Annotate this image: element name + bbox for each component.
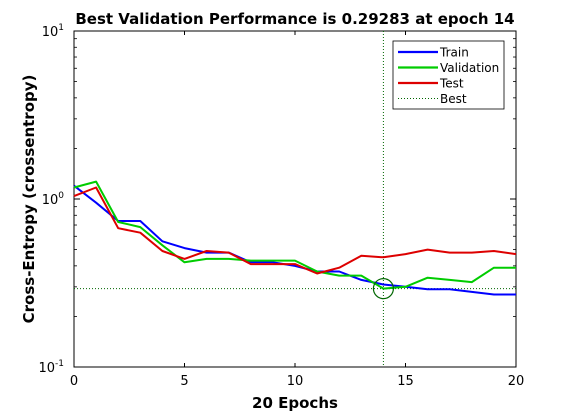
- x-tick-label: 0: [70, 374, 78, 389]
- y-axis-ticks: 10-1 100 101: [38, 23, 516, 376]
- series-line-validation: [73, 180, 516, 290]
- x-tick-label: 15: [397, 374, 414, 389]
- series-line-train: [73, 184, 516, 296]
- x-tick-label: 5: [180, 374, 188, 389]
- y-tick-label: 101: [42, 23, 64, 40]
- x-axis-ticks: 0 5 10 15 20: [70, 31, 524, 389]
- x-tick-label: 20: [508, 374, 525, 389]
- y-tick-label: 100: [42, 191, 65, 208]
- legend-label-best: Best: [440, 92, 467, 106]
- legend-label-test: Test: [439, 77, 464, 91]
- best-point-marker: [372, 278, 394, 300]
- series-line-test: [73, 186, 517, 275]
- chart-title: Best Validation Performance is 0.29283 a…: [75, 10, 514, 28]
- x-tick-label: 10: [287, 374, 304, 389]
- y-tick-label: 10-1: [38, 359, 64, 376]
- y-axis-label: Cross-Entropy (crossentropy): [20, 75, 38, 324]
- legend-label-validation: Validation: [440, 61, 499, 75]
- legend-label-train: Train: [439, 46, 469, 60]
- plot-marks: [73, 31, 517, 367]
- x-axis-label: 20 Epochs: [252, 394, 338, 412]
